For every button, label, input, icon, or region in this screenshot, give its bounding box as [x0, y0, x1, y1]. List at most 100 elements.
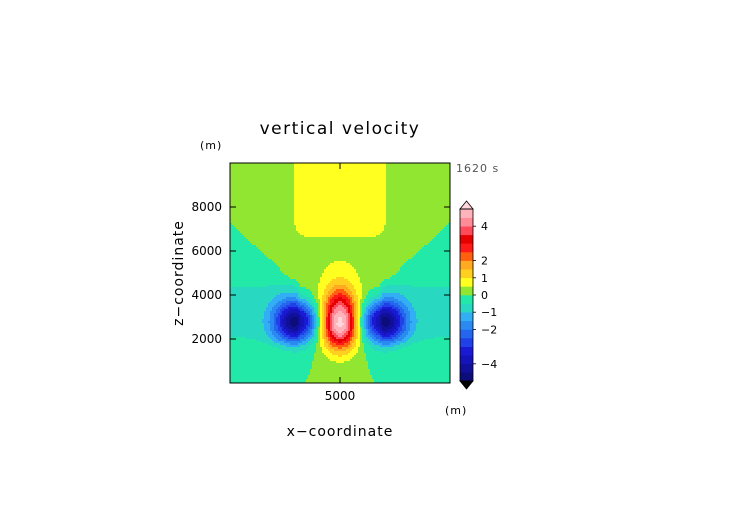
field-cell [448, 229, 451, 232]
field-cell [282, 173, 285, 176]
field-cell [360, 217, 363, 220]
field-cell [446, 239, 449, 242]
field-cell [266, 243, 269, 246]
field-cell [266, 211, 269, 214]
field-cell [358, 249, 361, 252]
field-cell [386, 229, 389, 232]
field-cell [318, 195, 321, 198]
field-cell [394, 177, 397, 180]
field-cell [334, 183, 337, 186]
field-cell [376, 191, 379, 194]
field-cell [378, 249, 381, 252]
field-cell [242, 197, 245, 200]
field-cell [354, 229, 357, 232]
field-cell [364, 231, 367, 234]
field-cell [244, 175, 247, 178]
field-cell [398, 215, 401, 218]
field-cell [340, 193, 343, 196]
field-cell [390, 207, 393, 210]
field-cell [410, 213, 413, 216]
field-cell [364, 251, 367, 254]
field-cell [248, 229, 251, 232]
field-cell [382, 179, 385, 182]
field-cell [444, 173, 447, 176]
field-cell [400, 205, 403, 208]
field-cell [368, 211, 371, 214]
field-cell [386, 173, 389, 176]
field-cell [282, 165, 285, 168]
field-cell [410, 165, 413, 168]
field-cell [432, 213, 435, 216]
field-cell [232, 249, 235, 252]
field-cell [250, 193, 253, 196]
field-cell [300, 179, 303, 182]
field-cell [352, 251, 355, 254]
field-cell [240, 193, 243, 196]
field-cell [322, 203, 325, 206]
field-cell [424, 169, 427, 172]
field-cell [330, 199, 333, 202]
field-cell [372, 243, 375, 246]
field-cell [266, 197, 269, 200]
field-cell [268, 247, 271, 250]
field-cell [346, 223, 349, 226]
field-cell [422, 209, 425, 212]
field-cell [304, 203, 307, 206]
field-cell [406, 183, 409, 186]
field-cell [390, 181, 393, 184]
field-cell [346, 199, 349, 202]
field-cell [344, 211, 347, 214]
field-cell [422, 231, 425, 234]
field-cell [274, 209, 277, 212]
field-cell [256, 179, 259, 182]
field-cell [256, 237, 259, 240]
field-cell [432, 225, 435, 228]
field-cell [286, 229, 289, 232]
field-cell [376, 219, 379, 222]
field-cell [312, 173, 315, 176]
field-cell [390, 247, 393, 250]
field-cell [328, 209, 331, 212]
field-cell [308, 209, 311, 212]
field-cell [370, 245, 373, 248]
field-cell [256, 191, 259, 194]
field-cell [370, 231, 373, 234]
field-cell [352, 185, 355, 188]
field-cell [232, 227, 235, 230]
field-cell [246, 253, 249, 256]
field-cell [312, 175, 315, 178]
field-cell [344, 191, 347, 194]
field-cell [370, 193, 373, 196]
field-cell [250, 169, 253, 172]
field-cell [286, 197, 289, 200]
field-cell [350, 163, 353, 166]
field-cell [394, 181, 397, 184]
field-cell [238, 165, 241, 168]
field-cell [436, 221, 439, 224]
field-cell [444, 219, 447, 222]
field-cell [256, 219, 259, 222]
field-cell [428, 249, 431, 252]
field-cell [324, 167, 327, 170]
field-cell [292, 199, 295, 202]
field-cell [346, 181, 349, 184]
field-cell [314, 175, 317, 178]
field-cell [284, 223, 287, 226]
field-cell [314, 235, 317, 238]
field-cell [390, 243, 393, 246]
field-cell [296, 205, 299, 208]
field-cell [316, 217, 319, 220]
field-cell [308, 231, 311, 234]
field-cell [416, 223, 419, 226]
field-cell [390, 197, 393, 200]
field-cell [316, 247, 319, 250]
field-cell [330, 221, 333, 224]
field-cell [364, 179, 367, 182]
field-cell [230, 225, 233, 228]
field-cell [420, 247, 423, 250]
field-cell [426, 209, 429, 212]
field-cell [398, 183, 401, 186]
field-cell [364, 213, 367, 216]
field-cell [444, 225, 447, 228]
field-cell [304, 187, 307, 190]
